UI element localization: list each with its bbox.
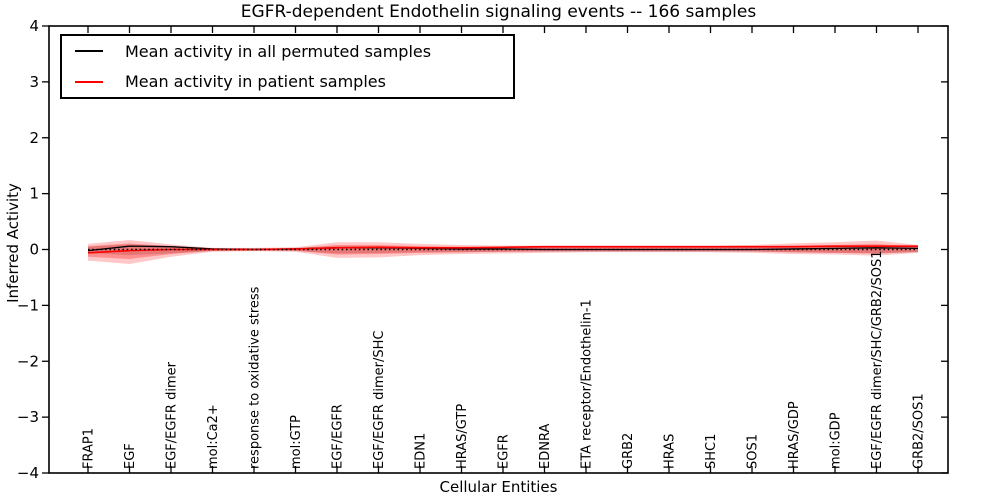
x-category-label: EGFR xyxy=(497,434,512,469)
x-category-label: EGF xyxy=(123,443,138,469)
x-category-label: GRB2/SOS1 xyxy=(912,393,927,469)
x-category-label: FRAP1 xyxy=(82,428,97,469)
x-category-label: mol:GDP xyxy=(829,412,844,469)
x-category-label: SHC1 xyxy=(704,434,719,469)
permuted-line-swatch xyxy=(75,50,103,53)
y-tick-label: 3 xyxy=(29,73,39,91)
legend-box: Mean activity in all permuted samples Me… xyxy=(60,34,515,99)
x-category-label: SOS1 xyxy=(746,434,761,469)
y-tick-label: −4 xyxy=(17,464,39,482)
patient-line-swatch xyxy=(75,80,103,83)
y-tick-label: −2 xyxy=(17,352,39,370)
x-category-label: ETA receptor/Endothelin-1 xyxy=(580,299,595,469)
x-category-label: response to oxidative stress xyxy=(248,286,263,469)
y-tick-label: 2 xyxy=(29,129,39,147)
x-category-label: HRAS/GDP xyxy=(787,401,802,469)
x-category-label: EGF/EGFR dimer xyxy=(165,361,180,469)
y-tick-label: 1 xyxy=(29,185,39,203)
y-tick-label: 0 xyxy=(29,241,39,259)
band-permuted-samples-std xyxy=(88,244,918,256)
x-category-label: mol:GTP xyxy=(289,415,304,469)
x-axis-label: Cellular Entities xyxy=(439,478,558,496)
y-tick-label: 4 xyxy=(29,17,39,35)
x-category-label: GRB2 xyxy=(621,433,636,469)
y-tick-label: −1 xyxy=(17,296,39,314)
x-category-label: HRAS xyxy=(663,434,678,469)
x-category-label: EGF/EGFR dimer/SHC/GRB2/SOS1 xyxy=(870,251,885,470)
legend-label-permuted: Mean activity in all permuted samples xyxy=(125,41,432,61)
x-category-label: EDN1 xyxy=(414,433,429,469)
chart-title: EGFR-dependent Endothelin signaling even… xyxy=(240,2,757,22)
legend-item-permuted: Mean activity in all permuted samples xyxy=(62,36,513,67)
legend-label-patient: Mean activity in patient samples xyxy=(125,72,386,92)
y-tick-label: −3 xyxy=(17,408,39,426)
x-category-label: mol:Ca2+ xyxy=(206,404,221,469)
legend-item-patient: Mean activity in patient samples xyxy=(62,67,513,98)
y-axis-label: Inferred Activity xyxy=(4,183,22,303)
x-category-label: EGF/EGFR dimer/SHC xyxy=(372,331,387,469)
x-category-label: EGF/EGFR xyxy=(331,404,346,469)
x-category-label: HRAS/GTP xyxy=(455,404,470,469)
x-category-label: EDNRA xyxy=(538,424,553,469)
